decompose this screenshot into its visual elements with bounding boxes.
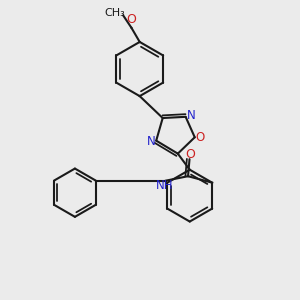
Text: O: O (195, 131, 205, 144)
Text: N: N (146, 135, 155, 148)
Text: CH₃: CH₃ (105, 8, 125, 18)
Text: O: O (185, 148, 195, 161)
Text: N: N (187, 109, 195, 122)
Text: NH: NH (156, 179, 173, 192)
Text: O: O (126, 13, 136, 26)
